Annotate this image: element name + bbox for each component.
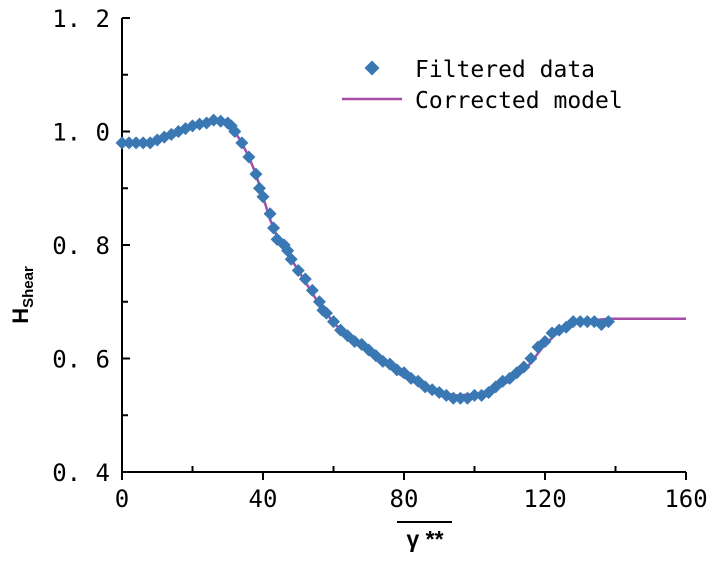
filtered-data-point <box>517 360 531 374</box>
filtered-data-point <box>164 127 178 141</box>
corrected-model-line <box>122 117 686 397</box>
y-axis-title-main: H <box>8 308 33 324</box>
x-axis-title: γ ** <box>397 521 452 552</box>
y-axis-title-subscript: Shear <box>20 266 37 308</box>
x-tick-label: 160 <box>664 485 707 513</box>
x-tick-label: 40 <box>249 485 278 513</box>
filtered-data-point <box>566 315 580 329</box>
filtered-data-point <box>538 334 552 348</box>
legend: Filtered data Corrected model <box>342 57 623 114</box>
filtered-data-point <box>573 315 587 329</box>
legend-marker-filtered-data <box>364 60 380 76</box>
x-tick-label: 80 <box>390 485 419 513</box>
y-tick-label: 0. 8 <box>52 232 110 260</box>
filtered-data-point <box>305 283 319 297</box>
x-tick-label: 0 <box>115 485 129 513</box>
y-axis-title: HShear <box>8 266 37 324</box>
filtered-data-point <box>267 221 281 235</box>
y-tick-label: 0. 4 <box>52 459 110 487</box>
filtered-data-point <box>115 136 129 150</box>
axes: 0 40 80 120 160 0. 4 0. 6 0. 8 1. 0 1. 2 <box>52 5 707 513</box>
corrected-model-series <box>122 117 686 397</box>
filtered-data-point <box>129 136 143 150</box>
filtered-data-point <box>468 388 481 402</box>
filtered-data-point <box>242 150 256 164</box>
filtered-data-point <box>291 264 305 278</box>
filtered-data-point <box>446 391 460 405</box>
y-tick-label: 1. 0 <box>52 119 110 147</box>
x-axis-title-text: γ ** <box>406 526 443 552</box>
svg-text:HShear: HShear <box>8 266 37 324</box>
filtered-data-point <box>453 391 467 405</box>
legend-label-corrected-model: Corrected model <box>415 88 623 114</box>
filtered-data-point <box>580 315 594 329</box>
filtered-data-point <box>601 315 615 329</box>
filtered-data-point <box>284 252 298 266</box>
x-tick-label: 120 <box>523 485 566 513</box>
filtered-data-point <box>327 315 340 329</box>
filtered-data-point <box>256 190 270 204</box>
filtered-data-point <box>122 136 136 150</box>
filtered-data-point <box>298 272 312 286</box>
legend-label-filtered-data: Filtered data <box>415 57 595 83</box>
filtered-data-point <box>136 136 150 150</box>
filtered-data-point <box>249 167 263 181</box>
filtered-data-point <box>178 122 192 136</box>
filtered-data-point <box>263 207 277 221</box>
filtered-data-point <box>228 125 242 138</box>
y-ticks: 0. 4 0. 6 0. 8 1. 0 1. 2 <box>52 5 130 487</box>
y-tick-label: 1. 2 <box>52 5 110 33</box>
x-ticks: 0 40 80 120 160 <box>115 466 708 513</box>
filtered-data-point <box>319 306 333 320</box>
filtered-data-point <box>235 136 249 150</box>
filtered-data-series <box>115 113 615 405</box>
y-tick-label: 0. 6 <box>52 346 110 374</box>
filtered-data-point <box>524 352 538 365</box>
